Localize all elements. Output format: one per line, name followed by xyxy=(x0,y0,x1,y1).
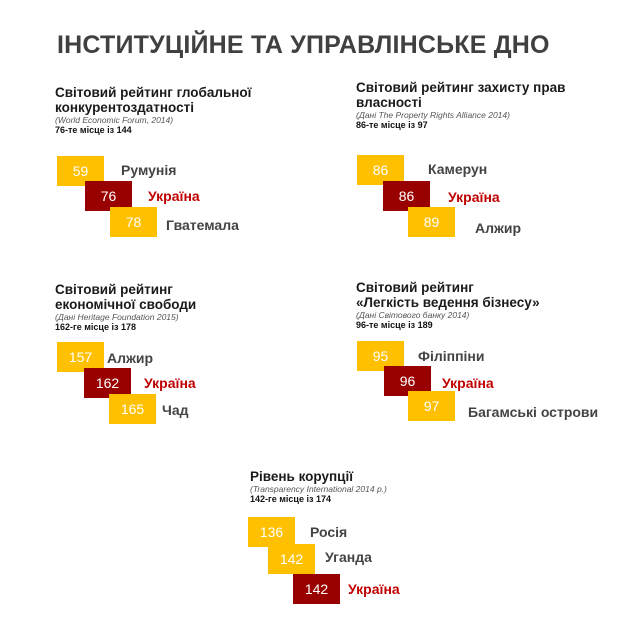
rank-box-ukraine: 162 xyxy=(84,368,131,398)
country-label: Україна xyxy=(442,375,494,391)
country-label: Алжир xyxy=(107,350,154,366)
panel-rank: 142-ге місце із 174 xyxy=(250,494,331,504)
country-label: Росія xyxy=(310,524,348,540)
panel-header: Світовий рейтинг «Легкість ведення бізнес… xyxy=(356,280,540,331)
country-label: Уганда xyxy=(325,549,372,565)
panel-header: Рівень корупції (Transparency Internation… xyxy=(250,469,387,505)
country-label: Гватемала xyxy=(166,217,239,233)
panel-source: (Дані Heritage Foundation 2015) xyxy=(55,312,179,322)
panel-title-line1: Світовий рейтинг захисту прав xyxy=(356,80,566,95)
panel-title-line1: Світовий рейтинг xyxy=(55,282,173,297)
panel-rank: 162-ге місце із 178 xyxy=(55,322,136,332)
rank-box-ukraine: 142 xyxy=(293,574,340,604)
rank-box: 136 xyxy=(248,517,295,547)
rank-box: 165 xyxy=(109,394,156,424)
country-label: Україна xyxy=(348,581,400,597)
panel-header: Світовий рейтинг глобальної конкурентозда… xyxy=(55,85,251,136)
panel-header: Світовий рейтинг захисту прав власності (Д… xyxy=(356,80,565,131)
panel-source: (World Economic Forum, 2014) xyxy=(55,115,174,125)
panel-title-line2: економічної свободи xyxy=(55,297,197,312)
panel-rank: 86-те місце із 97 xyxy=(356,120,428,130)
rank-box: 157 xyxy=(57,342,104,372)
country-label: Алжир xyxy=(475,220,522,236)
rank-box-ukraine: 76 xyxy=(85,181,132,211)
rank-box: 86 xyxy=(357,155,404,185)
country-label: Багамські острови xyxy=(468,404,599,420)
rank-box: 89 xyxy=(408,207,455,237)
country-label: Камерун xyxy=(428,161,488,177)
country-label: Чад xyxy=(162,402,189,418)
rank-box: 78 xyxy=(110,207,157,237)
panel-rank: 96-те місце із 189 xyxy=(356,320,433,330)
country-label: Румунія xyxy=(121,162,177,178)
rank-box: 97 xyxy=(408,391,455,421)
panel-rank: 76-те місце із 144 xyxy=(55,125,132,135)
country-label: Філіппіни xyxy=(418,348,485,364)
panel-title-line2: конкурентоздатності xyxy=(55,100,194,115)
panel-source: (Дані The Property Rights Alliance 2014) xyxy=(356,110,510,120)
rank-box-ukraine: 86 xyxy=(383,181,430,211)
country-label: Україна xyxy=(144,375,196,391)
panel-title-line1: Світовий рейтинг xyxy=(356,280,474,295)
rank-box: 59 xyxy=(57,156,104,186)
panel-title-line1: Світовий рейтинг глобальної xyxy=(55,85,252,100)
country-label: Україна xyxy=(148,188,200,204)
panel-title-line2: «Легкість ведення бізнесу» xyxy=(356,295,540,310)
panel-source: (Дані Світового банку 2014) xyxy=(356,310,470,320)
page-title: ІНСТИТУЦІЙНЕ ТА УПРАВЛІНСЬКЕ ДНО xyxy=(57,31,550,59)
rank-box: 142 xyxy=(268,544,315,574)
panel-title-line2: власності xyxy=(356,95,422,110)
panel-title-line1: Рівень корупції xyxy=(250,469,353,484)
panel-header: Світовий рейтинг економічної свободи (Дані… xyxy=(55,282,196,333)
country-label: Україна xyxy=(448,189,500,205)
panel-source: (Transparency International 2014 р.) xyxy=(250,484,387,494)
